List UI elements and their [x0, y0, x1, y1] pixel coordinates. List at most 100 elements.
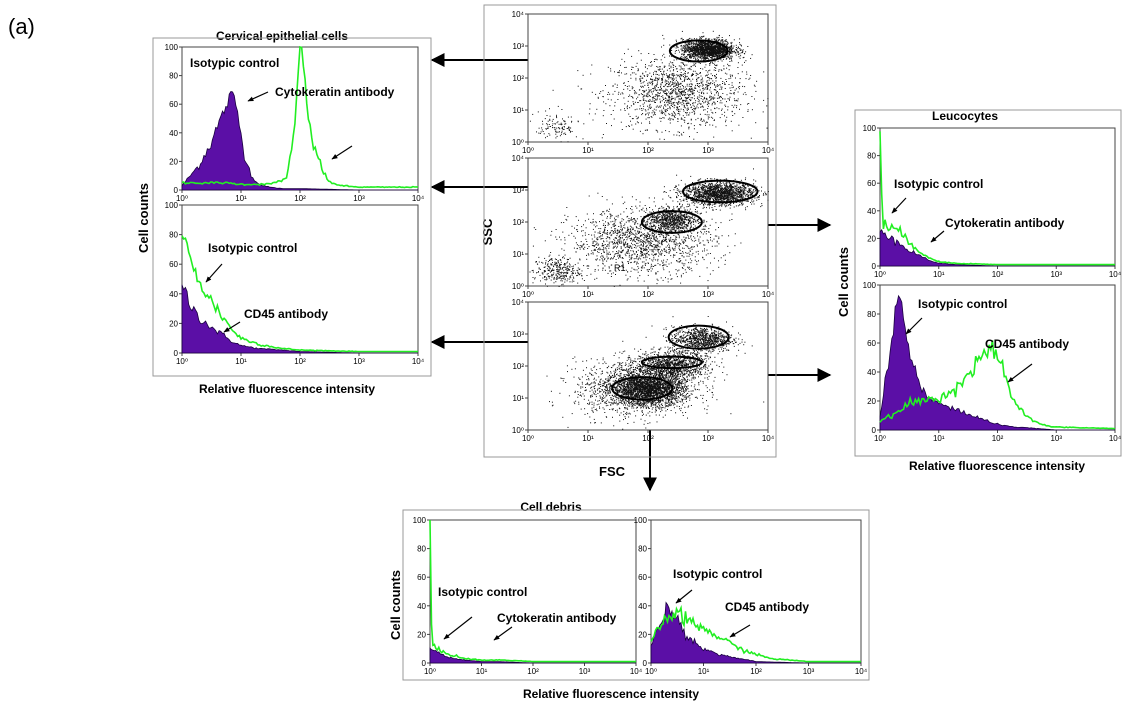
- x-tick-label: 10⁰: [522, 290, 534, 299]
- x-tick-label: 10²: [750, 667, 762, 676]
- x-tick-label: 10¹: [235, 194, 247, 203]
- x-tick-label: 10²: [642, 146, 654, 155]
- x-tick-label: 10³: [1050, 434, 1062, 443]
- x-tick-label: 10⁰: [645, 667, 657, 676]
- y-tick-label: 10⁰: [512, 282, 524, 291]
- y-tick-label: 80: [867, 152, 876, 161]
- series-debris_cytokeratin-1: [429, 519, 636, 663]
- title-leucocytes: Leucocytes: [932, 109, 998, 123]
- ylabel-leucocytes: Cell counts: [836, 247, 851, 317]
- y-tick-label: 20: [169, 319, 178, 328]
- y-tick-label: 40: [638, 602, 647, 611]
- x-tick-label: 10⁰: [522, 434, 534, 443]
- y-tick-label: 0: [174, 349, 179, 358]
- y-tick-label: 80: [867, 310, 876, 319]
- legend-leu2-iso: Isotypic control: [918, 297, 1007, 311]
- series-leuco_cd45-1: [879, 340, 1116, 430]
- y-tick-label: 20: [638, 630, 647, 639]
- legend-leu1-iso: Isotypic control: [894, 177, 983, 191]
- gate-fsc_ssc_3-1: [640, 355, 703, 370]
- y-tick-label: 40: [417, 602, 426, 611]
- x-tick-label: 10²: [642, 434, 654, 443]
- x-tick-label: 10²: [992, 434, 1004, 443]
- legend-epi2-iso: Isotypic control: [208, 241, 297, 255]
- series-leuco_cd45-0: [879, 294, 1115, 431]
- ylabel-ssc: SSC: [480, 218, 495, 245]
- legend-deb2-iso: Isotypic control: [673, 567, 762, 581]
- series-debris_cd45-0: [650, 601, 861, 664]
- x-tick-label: 10⁴: [855, 667, 868, 676]
- y-tick-label: 80: [417, 545, 426, 554]
- gate-fsc_ssc_2-1: [640, 210, 703, 234]
- legend-arrow-deb1-cyto: [493, 626, 513, 641]
- series-leuco_cytokeratin-0: [879, 229, 1115, 267]
- gate-r1-label: R1: [614, 263, 626, 273]
- x-tick-label: 10³: [702, 434, 714, 443]
- legend-leu1-cyto: Cytokeratin antibody: [945, 216, 1065, 230]
- plot-frame-fsc_ssc_1: [527, 13, 769, 143]
- xlabel-epithelial: Relative fluorescence intensity: [199, 382, 375, 396]
- y-tick-label: 10¹: [512, 250, 524, 259]
- gate-fsc_ssc_1-0: [668, 39, 729, 63]
- legend-leu2-cd45: CD45 antibody: [985, 337, 1069, 351]
- x-tick-label: 10⁰: [176, 194, 188, 203]
- x-tick-label: 10²: [294, 194, 306, 203]
- legend-arrow-leu2-cd45: [1007, 363, 1033, 383]
- x-tick-label: 10¹: [582, 146, 594, 155]
- x-tick-label: 10⁴: [762, 434, 775, 443]
- ylabel-debris: Cell counts: [388, 570, 403, 640]
- y-tick-label: 80: [638, 545, 647, 554]
- y-tick-label: 10⁰: [512, 138, 524, 147]
- gate-fsc_ssc_3-2: [611, 376, 674, 401]
- x-tick-label: 10⁴: [412, 357, 425, 366]
- y-tick-label: 10²: [512, 362, 524, 371]
- legend-arrow-deb2-cd45: [729, 624, 751, 638]
- y-tick-label: 10¹: [512, 106, 524, 115]
- y-tick-label: 60: [169, 100, 178, 109]
- legend-arrow-epi2-iso: [205, 263, 223, 283]
- x-tick-label: 10⁴: [412, 194, 425, 203]
- y-tick-label: 10³: [512, 330, 524, 339]
- x-tick-label: 10³: [702, 146, 714, 155]
- x-tick-label: 10³: [1050, 270, 1062, 279]
- gate-fsc_ssc_3-0: [667, 324, 730, 350]
- y-tick-label: 20: [417, 630, 426, 639]
- y-tick-label: 0: [422, 659, 427, 668]
- legend-deb1-iso: Isotypic control: [438, 585, 527, 599]
- x-tick-label: 10¹: [582, 290, 594, 299]
- x-tick-label: 10⁰: [522, 146, 534, 155]
- x-tick-label: 10⁰: [176, 357, 188, 366]
- x-tick-label: 10³: [353, 194, 365, 203]
- y-tick-label: 100: [413, 516, 427, 525]
- y-tick-label: 40: [169, 290, 178, 299]
- y-tick-label: 10⁰: [512, 426, 524, 435]
- y-tick-label: 10²: [512, 74, 524, 83]
- box-scatter: [483, 4, 777, 458]
- x-tick-label: 10¹: [582, 434, 594, 443]
- legend-arrow-epi1-cyto: [331, 145, 353, 160]
- y-tick-label: 80: [169, 72, 178, 81]
- xlabel-debris: Relative fluorescence intensity: [523, 687, 699, 701]
- xlabel-fsc: FSC: [599, 464, 626, 479]
- x-tick-label: 10³: [353, 357, 365, 366]
- y-tick-label: 80: [169, 231, 178, 240]
- y-tick-label: 10²: [512, 218, 524, 227]
- panel-label: (a): [8, 14, 35, 39]
- y-tick-label: 60: [867, 339, 876, 348]
- x-tick-label: 10⁰: [874, 270, 886, 279]
- title-debris: Cell debris: [520, 500, 582, 514]
- legend-arrow-leu2-iso: [905, 317, 923, 335]
- plot-frame-epi_cd45: [181, 204, 419, 354]
- y-tick-label: 40: [867, 207, 876, 216]
- y-tick-label: 100: [634, 516, 648, 525]
- legend-epi1-cyto: Cytokeratin antibody: [275, 85, 395, 99]
- y-tick-label: 10⁴: [512, 154, 525, 163]
- xlabel-leucocytes: Relative fluorescence intensity: [909, 459, 1085, 473]
- y-tick-label: 20: [867, 397, 876, 406]
- x-tick-label: 10¹: [476, 667, 488, 676]
- box-epithelial: [152, 37, 432, 377]
- y-tick-label: 60: [867, 179, 876, 188]
- x-tick-label: 10⁴: [762, 290, 775, 299]
- y-tick-label: 100: [165, 201, 179, 210]
- legend-epi2-cd45: CD45 antibody: [244, 307, 328, 321]
